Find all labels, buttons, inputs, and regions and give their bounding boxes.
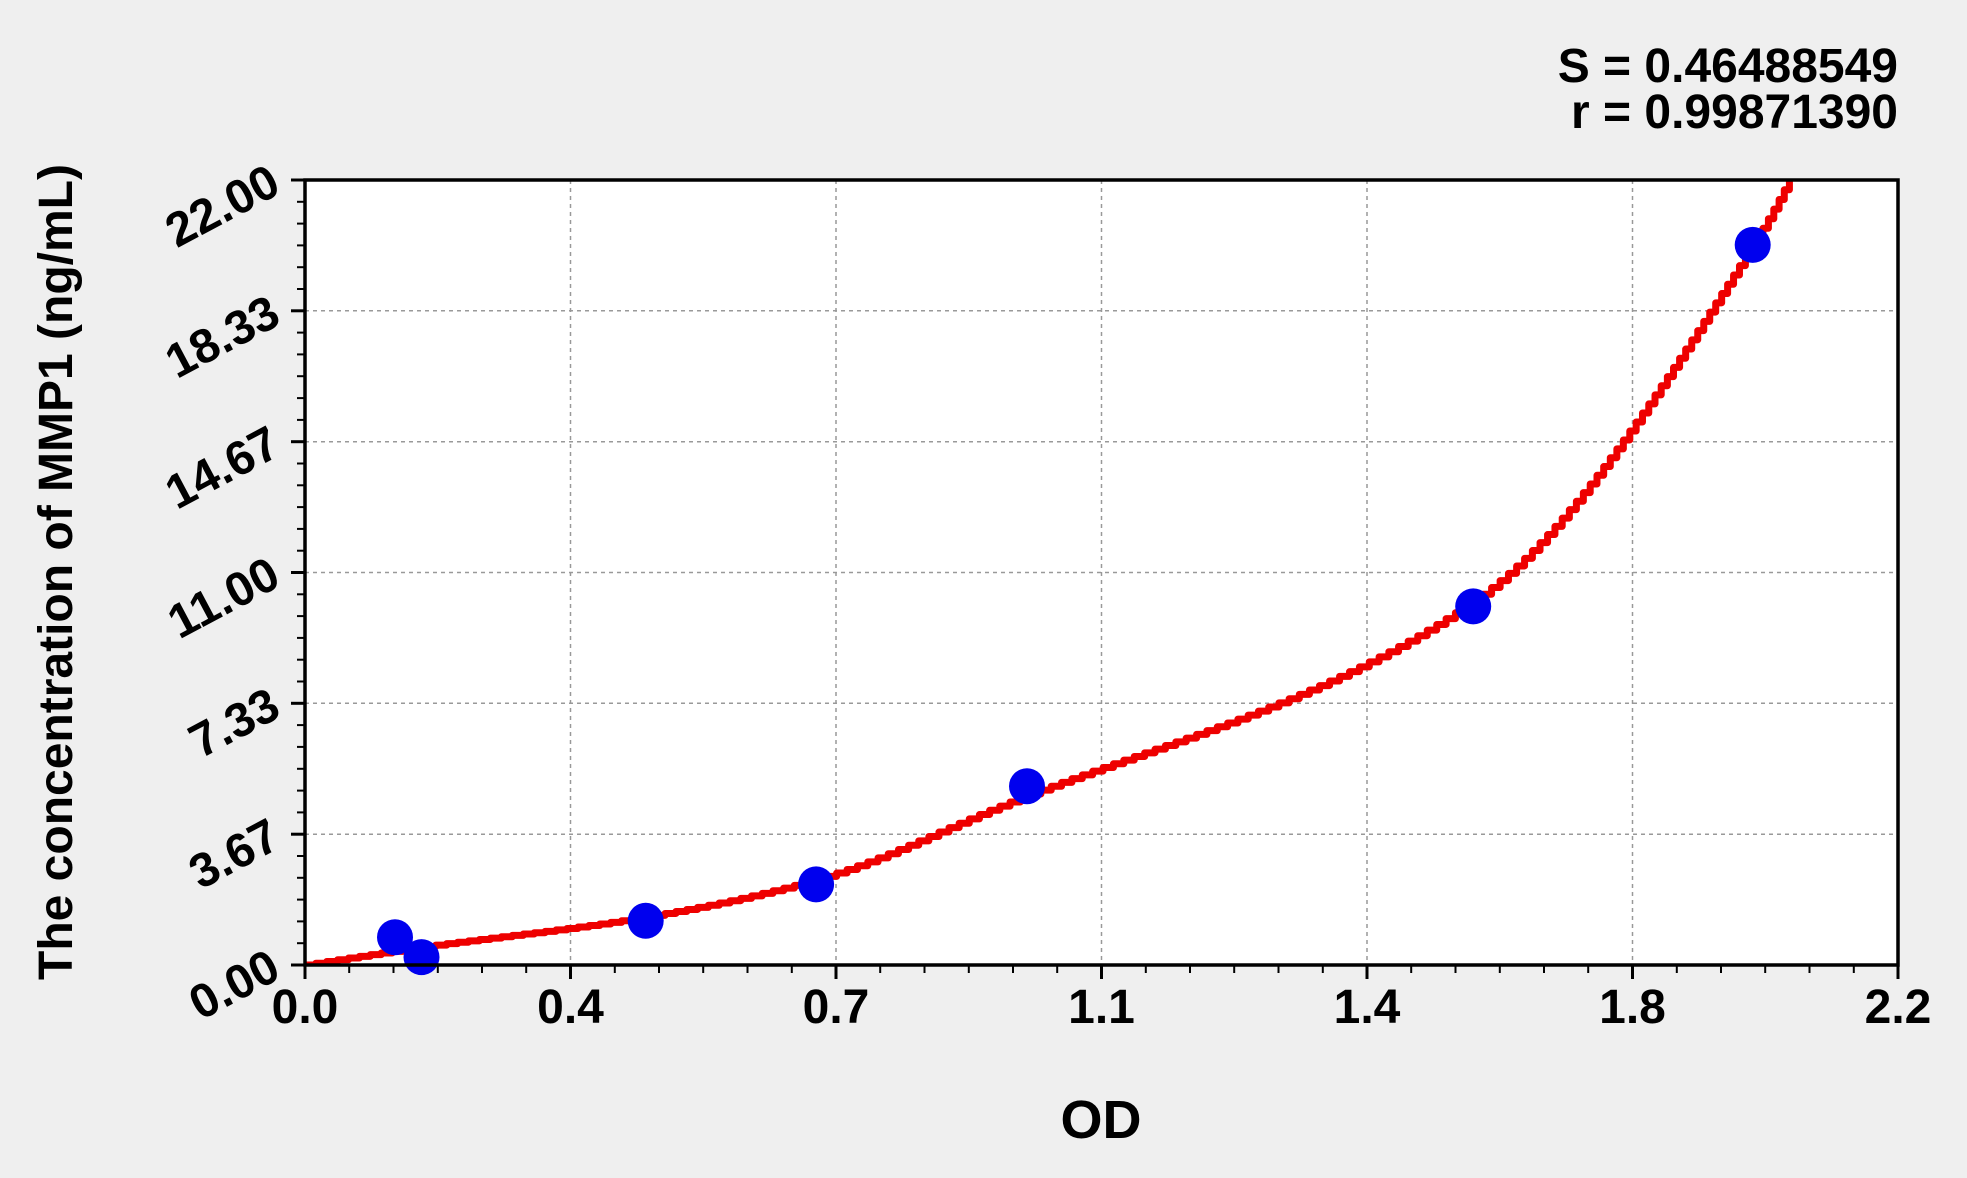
svg-text:0.4: 0.4 (537, 981, 604, 1034)
svg-text:1.4: 1.4 (1334, 981, 1401, 1034)
svg-text:1.1: 1.1 (1068, 981, 1135, 1034)
svg-text:OD: OD (1061, 1090, 1142, 1150)
svg-text:The concentration of MMP1 (ng/: The concentration of MMP1 (ng/mL) (30, 164, 83, 980)
svg-text:r = 0.99871390: r = 0.99871390 (1571, 86, 1898, 139)
svg-text:2.2: 2.2 (1865, 981, 1932, 1034)
svg-text:1.8: 1.8 (1599, 981, 1666, 1034)
svg-text:0.7: 0.7 (803, 981, 870, 1034)
